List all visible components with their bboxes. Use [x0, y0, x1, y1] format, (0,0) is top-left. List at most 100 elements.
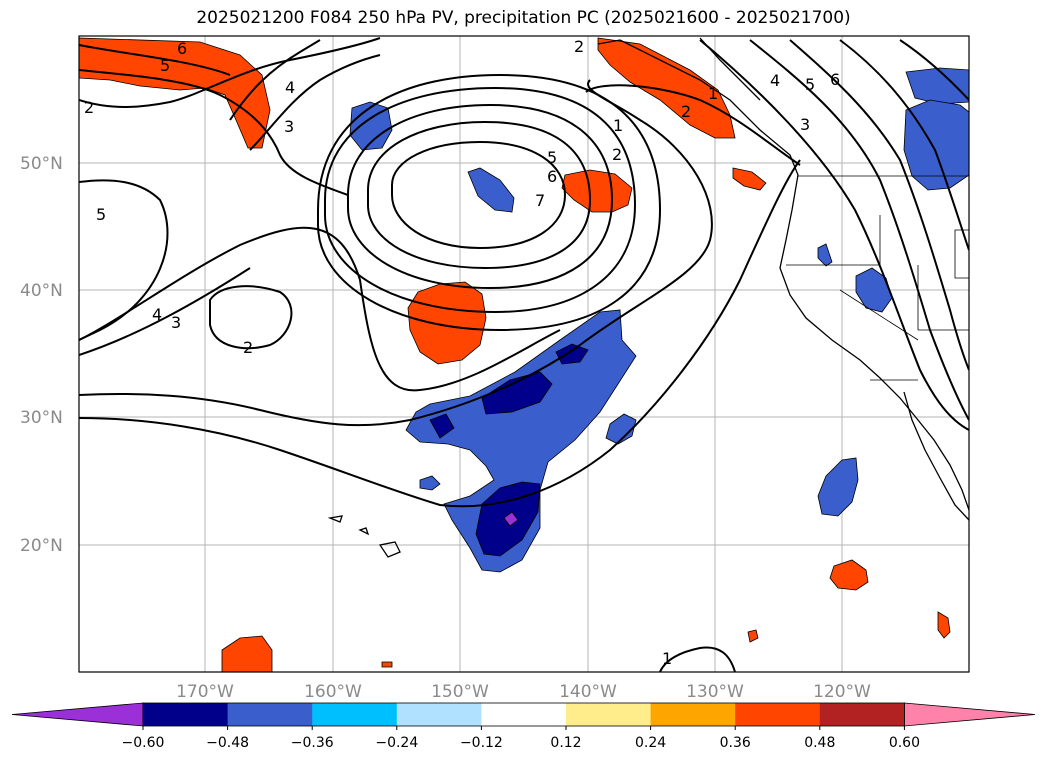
- pv-label: 5: [96, 205, 106, 224]
- pv-label: 1: [662, 649, 672, 668]
- pv-label: 1: [613, 116, 623, 135]
- pv-contour-5-west: [79, 179, 169, 341]
- pv-contour-east-5: [899, 39, 969, 101]
- lon-label: 170°W: [176, 682, 234, 702]
- pv-contour-5-nw: [79, 69, 349, 196]
- colorbar-tick-label: −0.24: [375, 735, 418, 751]
- anomaly-small-2: [747, 629, 759, 643]
- anomaly-small-1: [937, 611, 951, 639]
- pv-label: 2: [612, 145, 622, 164]
- map-title: 2025021200 F084 250 hPa PV, precipitatio…: [196, 8, 851, 28]
- lon-label: 150°W: [431, 682, 489, 702]
- pv-contours: [79, 37, 969, 672]
- pv-label: 4: [770, 71, 780, 90]
- pv-contour-4-nw: [229, 39, 321, 121]
- latitude-labels: 50°N 40°N 30°N 20°N: [20, 154, 63, 556]
- anomaly-nw-pacific: [79, 37, 271, 149]
- pv-contour-east-3: [839, 39, 969, 251]
- anomaly-blue-tiny: [419, 475, 441, 491]
- lat-label: 20°N: [20, 536, 63, 556]
- colorbar-tick-label: 0.48: [804, 735, 835, 751]
- anomaly-blue-canada-1: [905, 67, 969, 105]
- lon-label: 120°W: [813, 682, 871, 702]
- pv-contour-1-north: [585, 84, 801, 166]
- anomaly-southwest-1: [221, 635, 273, 672]
- anomaly-darkblue-4: [429, 413, 455, 439]
- pv-contour-east-1: [749, 39, 969, 421]
- pv-contour-4: [79, 267, 251, 356]
- anomaly-central-pacific: [407, 281, 487, 365]
- anomaly-small-3: [381, 661, 393, 668]
- pv-label: 5: [805, 75, 815, 94]
- anomaly-oregon-coast: [732, 167, 767, 191]
- anomaly-mid-pacific-north: [561, 169, 633, 213]
- pv-label: 1: [708, 84, 718, 103]
- colorbar-outline: [142, 702, 905, 727]
- pv-label: 3: [171, 313, 181, 332]
- anomaly-darkblue-2: [555, 343, 589, 365]
- pv-contour-2-north: [79, 37, 381, 108]
- pv-closed-low-4: [324, 86, 637, 314]
- pv-contour-3: [79, 226, 561, 392]
- anomaly-blue-canada-2: [903, 99, 969, 191]
- pv-label: 2: [84, 98, 94, 117]
- pv-contour-3-nw: [249, 54, 381, 151]
- colorbar-segment: [396, 703, 482, 726]
- colorbar-segment: [227, 703, 313, 726]
- lat-label: 30°N: [20, 408, 63, 428]
- pv-closed-low-3: [347, 103, 614, 290]
- colorbar-segment: [312, 703, 398, 726]
- pv-label: 7: [535, 191, 545, 210]
- colorbar-tick-label: −0.36: [291, 735, 334, 751]
- pv-label: 3: [800, 115, 810, 134]
- borders: [786, 175, 969, 381]
- longitude-labels: 170°W 160°W 150°W 140°W 130°W 120°W: [176, 682, 871, 702]
- pv-label: 5: [160, 56, 170, 75]
- coastline: [327, 37, 969, 558]
- colorbar-tick-label: 0.12: [550, 735, 581, 751]
- pv-closed-low-inner: [391, 140, 567, 250]
- anomaly-south-baja: [829, 559, 869, 591]
- colorbar: −0.60 −0.48 −0.36 −0.24 −0.12 0.12 0.24 0.36 0.4…: [11, 702, 1036, 751]
- colorbar-tick-label: 0.36: [720, 735, 751, 751]
- pv-closed-low-2: [367, 120, 592, 270]
- colorbar-segment: [819, 703, 905, 726]
- colorbar-segment: [650, 703, 736, 726]
- colorbar-tick-label: 0.60: [889, 735, 920, 751]
- positive-precip-anomalies: [79, 37, 951, 672]
- pv-contour-6-nw: [79, 44, 231, 76]
- pv-label: 3: [284, 117, 294, 136]
- colorbar-tick-label: −0.12: [460, 735, 503, 751]
- anomaly-blue-california-1: [817, 243, 833, 267]
- lon-label: 130°W: [686, 682, 744, 702]
- anomaly-gulf-alaska: [597, 37, 736, 139]
- colorbar-segment: [143, 703, 229, 726]
- pv-label: 6: [547, 167, 557, 186]
- colorbar-extend-low: [11, 702, 144, 727]
- anomaly-blue-mid: [467, 167, 515, 213]
- anomaly-blue-small-east: [605, 413, 637, 445]
- map-frame: [78, 35, 970, 673]
- pv-label: 2: [574, 37, 584, 56]
- lat-label: 40°N: [20, 281, 63, 301]
- pv-label: 2: [681, 102, 691, 121]
- colorbar-segment: [735, 703, 821, 726]
- pv-contour-2-small: [209, 285, 293, 350]
- anomaly-blue-nevada: [855, 267, 893, 313]
- map-area: [79, 36, 969, 672]
- pv-closed-low-5: [317, 73, 662, 332]
- pv-contour-east-4: [699, 39, 969, 431]
- pv-label: 4: [285, 78, 295, 97]
- pv-label: 2: [243, 338, 253, 357]
- colorbar-tick-label: −0.48: [206, 735, 249, 751]
- lon-label: 140°W: [559, 682, 617, 702]
- colorbar-segment: [481, 703, 567, 726]
- pv-label: 6: [830, 70, 840, 89]
- lon-label: 160°W: [304, 682, 362, 702]
- colorbar-tick-label: 0.24: [635, 735, 666, 751]
- colorbar-extend-high: [904, 702, 1036, 727]
- colorbar-segment: [566, 703, 652, 726]
- pv-contour-2-south: [79, 79, 713, 427]
- colorbar-tick-label: −0.60: [122, 735, 165, 751]
